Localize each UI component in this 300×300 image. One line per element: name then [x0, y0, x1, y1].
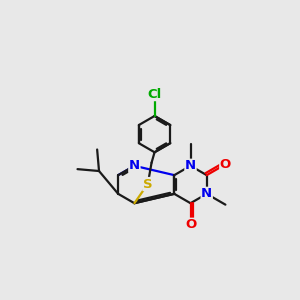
Text: N: N: [185, 159, 196, 172]
Text: O: O: [220, 158, 231, 171]
Text: N: N: [201, 188, 212, 200]
Text: Cl: Cl: [147, 88, 162, 100]
Text: O: O: [185, 218, 196, 231]
Text: S: S: [143, 178, 153, 190]
Text: N: N: [129, 159, 140, 172]
